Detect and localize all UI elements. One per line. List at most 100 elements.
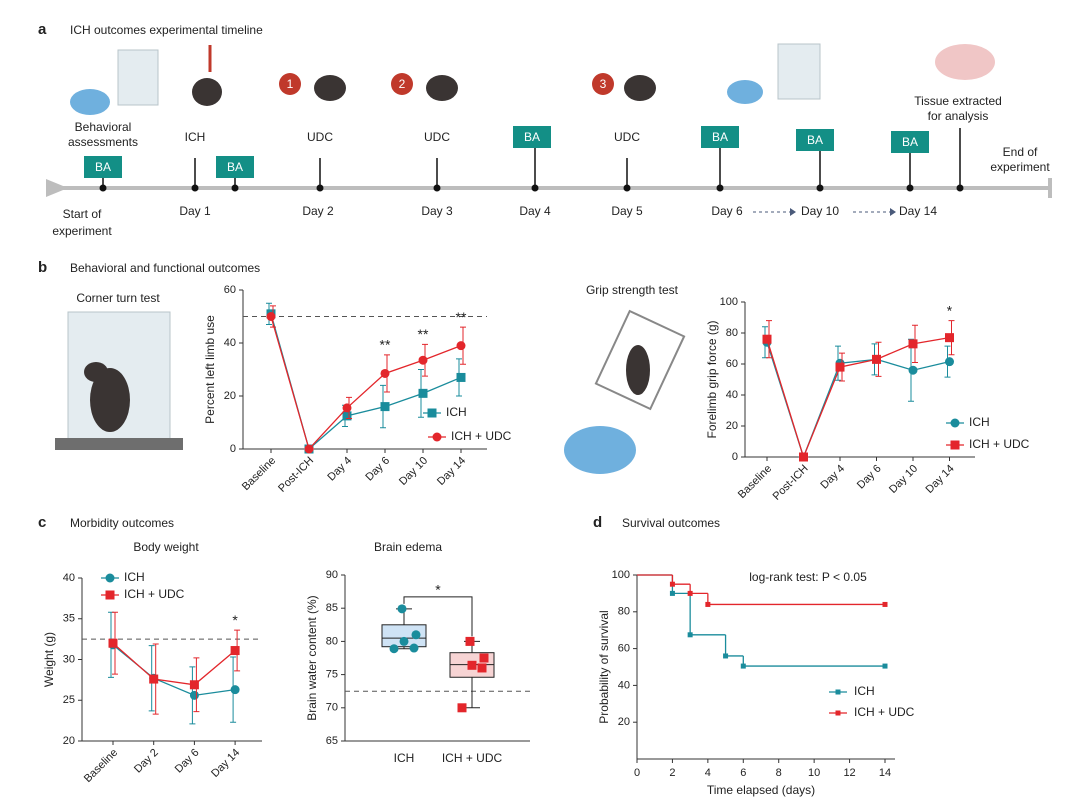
marker (399, 636, 409, 646)
marker (477, 663, 487, 673)
marker (456, 372, 466, 382)
marker (882, 663, 888, 669)
ba-box (796, 129, 834, 151)
marker (799, 452, 808, 462)
panel-label: a (38, 21, 47, 38)
annotation: log-rank test: P < 0.05 (749, 570, 867, 584)
y-tick-label: 0 (732, 451, 738, 463)
series-line (270, 313, 462, 451)
y-tick-label: 75 (326, 669, 338, 681)
box (381, 624, 427, 648)
y-tick-label: 65 (326, 735, 338, 747)
legend-label: ICH + UDC (124, 587, 185, 601)
significance: ** (418, 326, 429, 342)
day-label: Day 3 (421, 204, 453, 218)
bracket (403, 596, 473, 637)
marker (762, 334, 772, 344)
ba-box (84, 156, 122, 178)
legend-marker (950, 418, 960, 428)
ba-label: BA (712, 130, 728, 144)
brain (935, 44, 995, 80)
marker (397, 604, 407, 614)
significance: * (947, 302, 953, 318)
x-tick-label: Baseline (736, 463, 774, 501)
y-tick-label: 60 (618, 643, 630, 655)
y-tick-label: 40 (224, 337, 236, 349)
marker (467, 660, 477, 670)
marker (189, 680, 199, 690)
y-tick-label: 70 (326, 702, 338, 714)
x-tick-label: 4 (705, 767, 711, 779)
y-tick-label: 35 (63, 613, 75, 625)
x-tick-label: 2 (669, 767, 675, 779)
timeline-dot (191, 184, 199, 192)
panel-label: d (593, 514, 602, 531)
marker (465, 636, 475, 646)
y-tick-label: 20 (618, 716, 630, 728)
timeline-text: experiment (990, 160, 1050, 174)
dose-number: 3 (600, 77, 607, 91)
x-axis-label: Time elapsed (days) (707, 783, 815, 797)
cage (777, 43, 821, 100)
timeline-dot (99, 184, 107, 192)
significance: ** (456, 309, 467, 325)
x-tick-label: Day 10 (397, 455, 430, 488)
panel-label: c (38, 514, 46, 531)
ba-box (891, 131, 929, 153)
marker (149, 674, 159, 684)
x-tick-label: Day 4 (818, 463, 847, 492)
hand (727, 80, 763, 104)
event-label: UDC (307, 130, 333, 144)
mouse (192, 78, 222, 106)
significance: * (232, 612, 238, 628)
ba-label: BA (95, 160, 111, 174)
legend-marker (105, 573, 115, 583)
y-tick-label: 20 (224, 390, 236, 402)
y-tick-label: 100 (720, 296, 738, 308)
x-tick-label: 10 (808, 767, 820, 779)
series-line (270, 316, 462, 451)
y-tick-label: 60 (726, 358, 738, 370)
legend-label: ICH (854, 684, 875, 698)
marker (479, 653, 489, 663)
x-tick-label: 6 (740, 767, 746, 779)
whisker (464, 677, 480, 709)
timeline-start (46, 179, 68, 197)
arrow-head (890, 208, 896, 216)
significance: * (435, 582, 441, 598)
x-tick-label: Day 6 (855, 463, 884, 492)
x-tick-label: Day 14 (209, 747, 242, 780)
day-label: Day 6 (711, 204, 743, 218)
x-tick-label: Day 6 (363, 455, 392, 484)
y-tick-label: 0 (230, 443, 236, 455)
test-title: Grip strength test (586, 283, 679, 297)
series-line (112, 642, 236, 686)
timeline-dot (531, 184, 539, 192)
marker (108, 638, 118, 648)
y-tick-label: 30 (63, 653, 75, 665)
x-tick-label: Day 14 (435, 455, 468, 488)
panel-label: b (38, 259, 47, 276)
y-axis-label: Probability of survival (597, 610, 611, 723)
series-line (766, 337, 950, 459)
marker (669, 581, 675, 587)
marker (723, 653, 729, 659)
marker (409, 643, 419, 653)
timeline-dot (316, 184, 324, 192)
mouse (90, 368, 130, 432)
legend-marker (835, 689, 841, 695)
ba-box (513, 126, 551, 148)
x-tick-label: Day 4 (325, 455, 354, 484)
day-label: Day 1 (179, 204, 211, 218)
x-tick-label: 8 (776, 767, 782, 779)
ba-box (701, 126, 739, 148)
timeline-text: End of (1003, 145, 1038, 159)
marker (687, 590, 693, 596)
significance: ** (380, 337, 391, 353)
legend-marker (105, 590, 115, 600)
marker (230, 646, 240, 656)
event-label: ICH (185, 130, 206, 144)
chart-title: Body weight (133, 540, 199, 554)
mouse (314, 75, 346, 101)
